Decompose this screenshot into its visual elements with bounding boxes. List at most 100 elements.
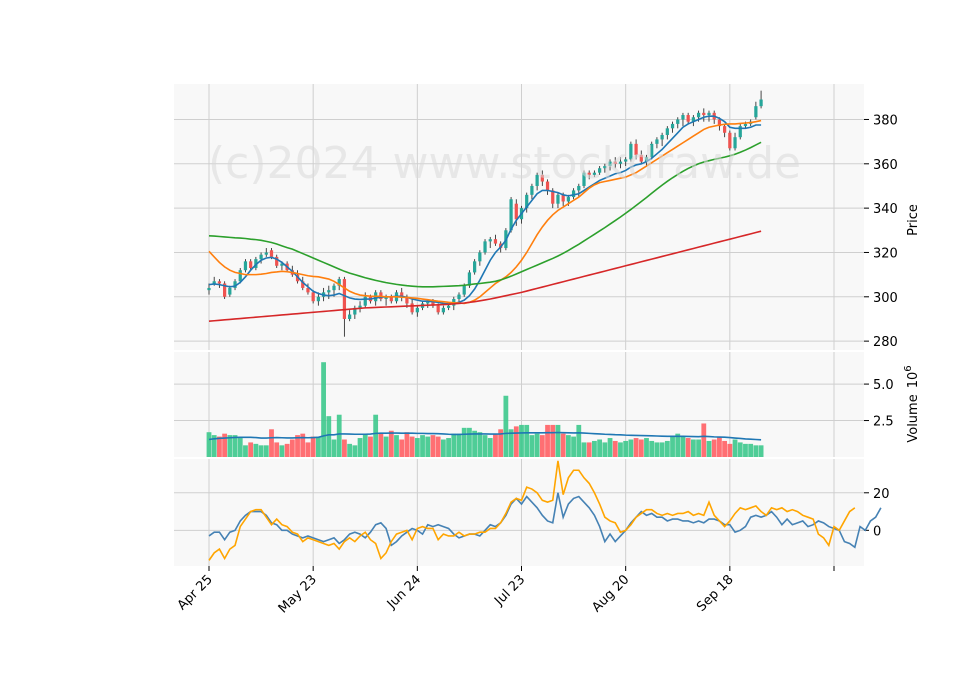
candle-body-35 [389,296,393,302]
candle-body-45 [441,307,445,313]
volume-bar-6 [237,438,243,457]
volume-bar-17 [295,435,300,457]
volume-bar-10 [258,445,264,457]
moving-average-line-3 [208,230,762,322]
oscillator-panel: 0 20 Apr 25 May 23 Jun 24 Jul 23 Aug 20 Sep 18 [174,459,890,616]
candle-body-99 [723,126,727,133]
volume-bar-61 [524,424,530,457]
volume-bar-82 [633,438,639,457]
volume-bar-57 [503,395,509,457]
volume-bar-28 [352,445,358,457]
volume-bar-100 [727,443,733,457]
candle-body-21 [316,296,320,302]
volume-bar-80 [623,440,629,457]
volume-bar-99 [722,440,728,457]
candle-body-102 [738,126,742,138]
candle-body-24 [332,285,336,291]
volume-bar-96 [706,440,712,457]
x-tick-label-1: May 23 [276,572,320,616]
candle-body-93 [691,117,695,122]
candle-body-54 [488,239,492,242]
candle-body-27 [348,314,352,319]
candle-body-13 [275,256,279,266]
candle-body-55 [493,239,498,244]
candle-body-69 [566,197,570,202]
price-ytick-label-5: 380 [873,113,898,128]
candle-body-38 [405,296,409,304]
volume-bar-101 [732,439,738,457]
candle-body-92 [686,115,690,122]
volume-bar-42 [425,436,431,457]
volume-bar-97 [711,439,717,457]
volume-bar-63 [534,433,540,457]
volume-bar-84 [644,438,649,457]
candle-body-81 [629,143,633,160]
volume-average-line [208,431,762,441]
volume-bar-51 [472,430,478,457]
volume-bar-19 [305,442,311,457]
candle-body-86 [655,139,659,144]
candle-body-11 [264,252,268,255]
candle-body-3 [223,283,227,297]
volume-bar-76 [602,442,608,457]
price-ytick-label-4: 360 [873,158,898,173]
volume-bar-54 [487,438,493,457]
volume-bar-70 [571,436,576,457]
candle-body-87 [660,134,664,140]
candle-body-23 [327,290,331,293]
candle-body-103 [743,123,748,127]
candle-body-14 [280,263,284,266]
volume-bar-22 [321,362,326,457]
volume-bar-33 [378,433,384,457]
volume-bar-2 [217,436,222,457]
candle-body-28 [353,307,357,315]
candle-body-79 [618,161,623,164]
volume-bar-53 [482,435,488,457]
candle-body-76 [603,166,607,169]
candle-body-58 [509,199,513,231]
candle-body-49 [462,285,466,295]
volume-bar-40 [414,438,420,457]
candle-body-101 [733,137,737,149]
volume-ytick-label-0: 2.5 [873,415,894,430]
candle-body-70 [571,190,576,198]
volume-bar-75 [597,439,603,457]
candle-body-67 [556,194,560,204]
candle-body-91 [681,115,685,120]
volume-bar-103 [743,443,748,457]
volume-bar-60 [519,424,524,457]
volume-bar-44 [435,436,441,457]
price-axis-label: Price [906,204,921,236]
volume-bar-20 [310,436,316,457]
volume-bar-67 [555,424,561,457]
x-tick-label-0: Apr 25 [175,572,216,613]
volume-bar-55 [493,433,498,457]
volume-bar-11 [263,445,269,457]
volume-bar-105 [753,445,759,457]
volume-bar-83 [638,439,644,457]
volume-bar-39 [409,436,415,457]
candle-body-50 [467,272,472,286]
volume-bar-34 [383,436,389,457]
price-panel: 280 300 320 340 360 380 [174,84,898,350]
volume-bar-18 [300,433,306,457]
volume-axis-label: Volume106 [903,365,921,442]
candle-body-52 [478,252,482,262]
volume-bar-15 [284,443,290,457]
candle-body-53 [483,241,487,253]
volume-bar-35 [388,430,394,457]
oscillator-line-1 [208,460,856,561]
candle-body-5 [233,281,237,288]
candle-body-8 [249,261,253,268]
candle-body-42 [426,301,430,304]
candle-body-95 [702,112,706,116]
candle-body-48 [457,294,461,300]
volume-bar-74 [592,440,597,457]
volume-bar-69 [565,435,571,457]
volume-bar-48 [456,433,462,457]
candle-body-66 [551,190,555,204]
candle-body-84 [644,157,649,162]
candle-body-73 [587,172,591,175]
